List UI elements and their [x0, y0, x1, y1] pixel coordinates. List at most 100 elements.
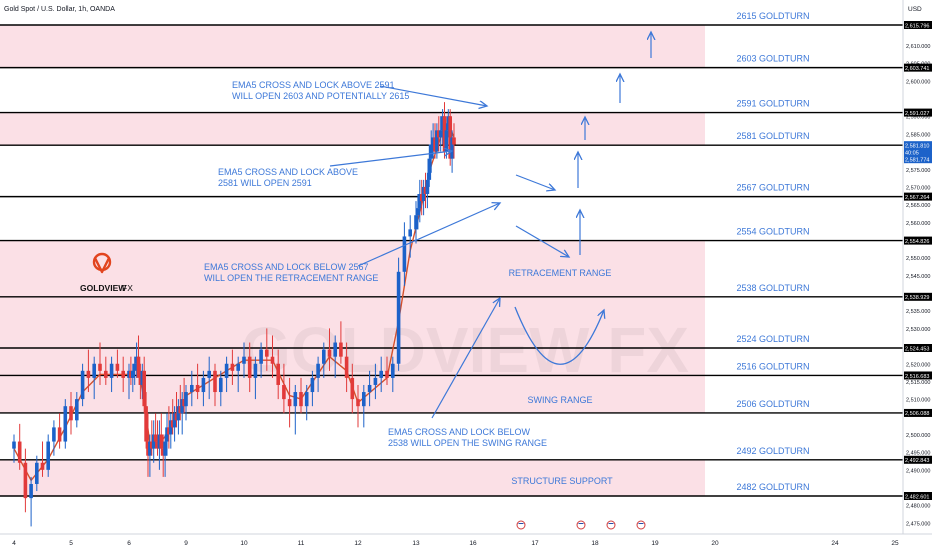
- price-label-box: [904, 192, 932, 201]
- candle-body: [425, 179, 430, 195]
- watermark-layer: GOLDVIEW FX: [241, 314, 689, 386]
- candle-body: [40, 462, 45, 470]
- price-tick-label: 2,550.000: [906, 256, 930, 262]
- price-tick-label: 2,475.000: [906, 521, 930, 527]
- annotation-arrow: [357, 203, 500, 267]
- candle-body: [339, 342, 343, 357]
- candle-body: [138, 377, 143, 385]
- candle-body: [416, 208, 420, 216]
- candle-body: [153, 434, 158, 442]
- candle-body: [356, 399, 360, 407]
- price-label-box: [904, 141, 932, 150]
- price-label-box: [904, 492, 932, 500]
- candle-body: [12, 441, 16, 449]
- candle-body: [213, 370, 217, 393]
- candle-body: [136, 356, 141, 378]
- candle-body: [98, 363, 102, 371]
- candle-body: [169, 420, 173, 435]
- candle-body: [373, 377, 378, 385]
- candle-body: [109, 363, 114, 378]
- candle-body: [270, 356, 275, 364]
- candle-body: [276, 363, 280, 385]
- candle-body: [259, 349, 263, 364]
- candle-body: [396, 271, 401, 364]
- candle-body: [440, 116, 445, 131]
- annotation-text: 2538 WILL OPEN THE SWING RANGE: [388, 438, 547, 448]
- ema-layer: [13, 121, 455, 482]
- candle-body: [127, 370, 131, 378]
- price-label-text: 2,506.088: [905, 411, 929, 417]
- candle-body: [442, 116, 447, 152]
- goldview-logo: GOLDVIEW FX: [80, 252, 133, 293]
- level-label: 2603 GOLDTURN: [736, 54, 809, 64]
- candle-body: [253, 363, 258, 378]
- text-layer: 2615 GOLDTURN 2603 GOLDTURN 2591 GOLDTURN 2…: [204, 11, 810, 492]
- time-tick-label: 17: [531, 540, 539, 547]
- candle-body: [182, 399, 186, 407]
- zone-band: [0, 240, 705, 297]
- candle-body: [304, 392, 309, 407]
- level-label: 2524 GOLDTURN: [736, 334, 809, 344]
- candle-body: [287, 399, 292, 407]
- price-tick-label: 2,600.000: [906, 79, 930, 85]
- level-label: 2538 GOLDTURN: [736, 283, 809, 293]
- level-label: 2567 GOLDTURN: [736, 183, 809, 193]
- candle-body: [379, 370, 383, 378]
- logo-mark-chevron: [93, 257, 111, 274]
- price-tick-label: 2,480.000: [906, 504, 930, 510]
- price-tick-label: 2,570.000: [906, 185, 930, 191]
- currency-label: USD: [908, 6, 922, 13]
- candle-body: [146, 441, 150, 456]
- time-tick-label: 11: [298, 540, 305, 547]
- price-label-box: [904, 63, 932, 72]
- candle-body: [151, 434, 156, 449]
- level-label: 2554 GOLDTURN: [736, 227, 809, 237]
- time-tick-label: 10: [240, 540, 248, 547]
- candle-body: [236, 363, 240, 371]
- candle-body: [29, 483, 33, 499]
- candle-body: [131, 370, 135, 378]
- price-tick-label: 2,565.000: [906, 203, 930, 209]
- event-flag-stripe: [518, 523, 524, 524]
- candle-body: [155, 441, 160, 449]
- price-label-box: [904, 408, 932, 417]
- candle-body: [282, 384, 286, 400]
- logo-brand: GOLDVIEW: [80, 283, 127, 293]
- candle-body: [23, 462, 28, 499]
- candle-body: [178, 406, 183, 414]
- price-label-box: [904, 236, 932, 245]
- candle-body: [446, 116, 451, 131]
- price-label-box: [904, 292, 932, 301]
- candle-body: [293, 392, 298, 407]
- candle-body: [201, 377, 206, 393]
- candle-body: [421, 186, 426, 202]
- annotation-text: EMA5 CROSS AND LOCK ABOVE 2591: [232, 80, 395, 90]
- price-label-box: [904, 344, 932, 353]
- price-label-text: 2,492.843: [905, 458, 929, 464]
- price-label-text: 2,554.826: [905, 239, 929, 245]
- candle-body: [419, 194, 424, 202]
- candle-body: [157, 434, 162, 449]
- annotation-text: 2581 WILL OPEN 2591: [218, 178, 312, 188]
- candle-body: [423, 186, 428, 195]
- candle-body: [362, 392, 366, 407]
- price-tick-label: 2,520.000: [906, 362, 930, 368]
- time-tick-label: 24: [831, 540, 839, 547]
- price-tick-label: 2,535.000: [906, 309, 930, 315]
- price-label-text: 2,581.810: [905, 143, 929, 149]
- candle-body: [452, 137, 456, 145]
- candle-body: [427, 158, 432, 180]
- price-tick-label: 2,530.000: [906, 327, 930, 333]
- price-tick-label: 2,500.000: [906, 433, 930, 439]
- price-label-text: 2,615.796: [905, 23, 929, 29]
- annotation-arrow: [329, 151, 452, 167]
- annotation-text: EMA5 CROSS AND LOCK ABOVE: [218, 167, 358, 177]
- candle-body: [431, 137, 435, 145]
- candle-body: [63, 406, 68, 442]
- annotation-arrow: [515, 225, 569, 257]
- candle-body: [448, 116, 452, 159]
- time-tick-label: 12: [354, 540, 362, 547]
- price-tick-label: 2,510.000: [906, 398, 930, 404]
- price-label-box: [904, 155, 932, 164]
